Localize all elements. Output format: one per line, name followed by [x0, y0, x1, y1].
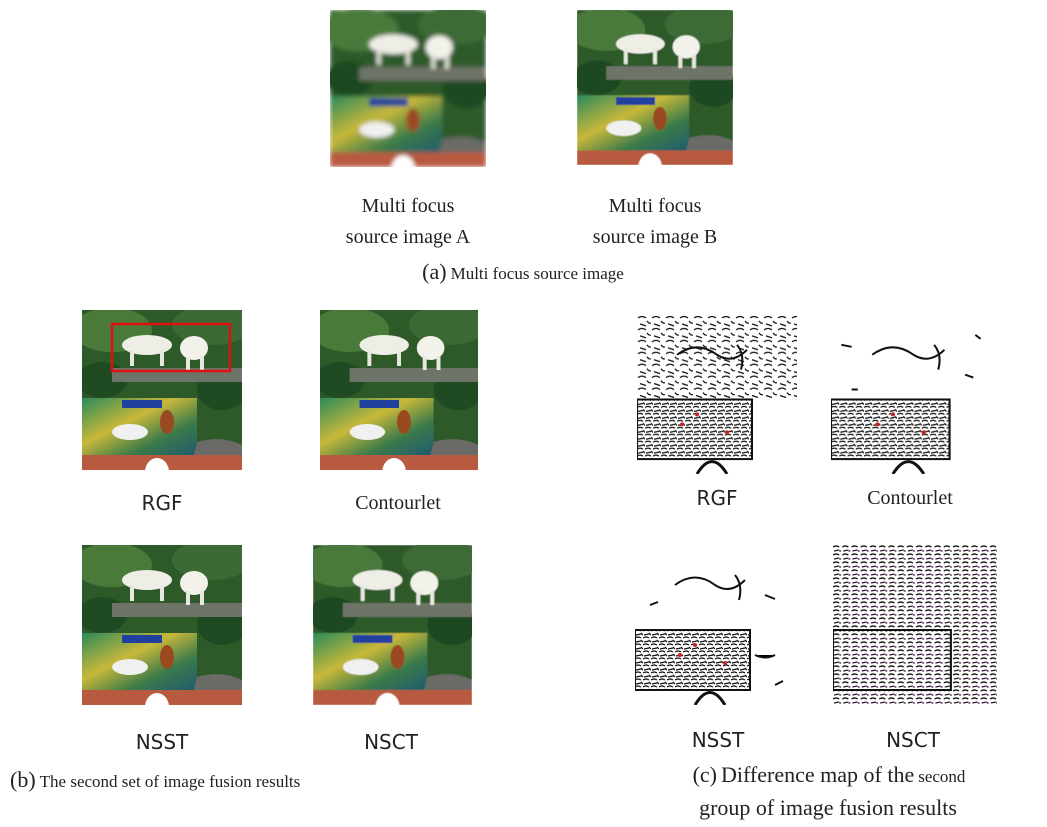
label: RGF [142, 491, 183, 515]
caption: Multi focus [609, 195, 702, 217]
panel-caption: (a) Multi focus source image [422, 259, 624, 284]
label: Contourlet [867, 487, 953, 509]
label: RGF [697, 486, 738, 510]
diff-nsct [833, 545, 997, 705]
label: Contourlet [355, 492, 441, 514]
figure: Multi focus source image A Multi focus s… [0, 0, 1047, 827]
label: NSCT [886, 728, 941, 752]
diff-rgf [637, 315, 797, 474]
diff-contourlet [831, 315, 996, 474]
image-contourlet [310, 305, 488, 486]
image-b [567, 5, 743, 180]
panel-caption: (c) Difference map of the second [693, 762, 966, 787]
panel-caption: (b) The second set of image fusion resul… [10, 767, 300, 792]
panel-text: Multi focus source image [451, 264, 624, 283]
panel-label: (c) [693, 762, 717, 787]
caption: Multi focus [362, 195, 455, 217]
image-nsst [72, 540, 252, 721]
panel-label: (a) [422, 259, 446, 284]
panel-text: Difference map of the [721, 762, 914, 787]
caption: source image B [593, 226, 717, 248]
image-rgf [72, 305, 252, 486]
image-nsct [303, 540, 482, 721]
caption: source image A [346, 226, 471, 248]
panel-text: second [918, 767, 966, 786]
label: NSST [136, 730, 189, 754]
label: NSST [692, 728, 745, 752]
panel-text: The second set of image fusion results [40, 772, 301, 791]
diff-nsst [635, 545, 795, 705]
panel-caption: group of image fusion results [699, 795, 957, 820]
label: NSCT [364, 730, 419, 754]
panel-label: (b) [10, 767, 36, 792]
image-a [320, 5, 496, 183]
